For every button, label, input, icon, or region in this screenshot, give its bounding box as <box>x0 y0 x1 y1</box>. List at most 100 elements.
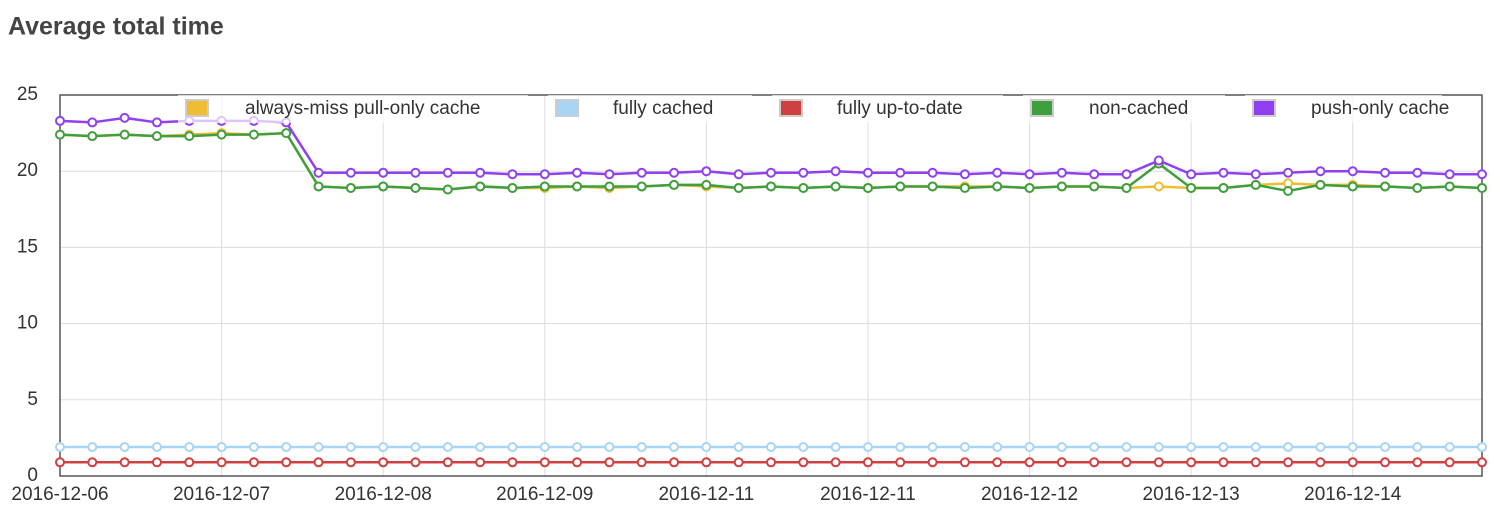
data-point <box>1153 155 1164 166</box>
data-point <box>1315 442 1326 453</box>
data-point <box>830 442 841 453</box>
data-point <box>539 442 550 453</box>
data-point <box>55 442 65 453</box>
data-point <box>1347 457 1358 468</box>
data-point <box>1444 457 1455 468</box>
data-point <box>507 182 518 193</box>
data-point <box>959 442 970 453</box>
data-point <box>216 442 227 453</box>
y-tick-label: 5 <box>27 389 38 410</box>
data-point <box>959 169 970 180</box>
data-point <box>798 182 809 193</box>
x-tick-label: 2016-12-09 <box>496 484 593 505</box>
data-point <box>572 457 583 468</box>
data-point <box>55 129 65 140</box>
data-point <box>1121 182 1132 193</box>
data-point <box>248 442 259 453</box>
data-point <box>1347 442 1358 453</box>
data-point <box>1380 457 1391 468</box>
data-point <box>184 457 195 468</box>
data-point <box>1477 169 1487 180</box>
data-point <box>862 457 873 468</box>
data-point <box>701 166 712 177</box>
data-point <box>1186 442 1197 453</box>
x-tick-label: 2016-12-07 <box>173 484 270 505</box>
data-point <box>345 442 356 453</box>
data-point <box>701 442 712 453</box>
data-point <box>992 457 1003 468</box>
data-point <box>895 457 906 468</box>
data-point <box>1121 442 1132 453</box>
data-point <box>87 117 98 128</box>
data-point <box>442 184 453 195</box>
data-point <box>1089 181 1100 192</box>
legend-backdrop <box>772 95 1003 123</box>
x-tick-label: 2016-12-13 <box>1143 484 1240 505</box>
x-tick-label: 2016-12-11 <box>820 484 916 505</box>
data-point <box>1250 442 1261 453</box>
data-point <box>539 457 550 468</box>
data-point <box>862 167 873 178</box>
x-tick-label: 2016-12-06 <box>11 484 108 505</box>
data-point <box>216 129 227 140</box>
data-point <box>1380 181 1391 192</box>
data-point <box>733 169 744 180</box>
data-point <box>798 457 809 468</box>
data-point <box>1121 169 1132 180</box>
data-point <box>378 457 389 468</box>
data-point <box>1283 186 1294 197</box>
data-point <box>830 457 841 468</box>
data-point <box>830 181 841 192</box>
legend-label: always-miss pull-only cache <box>245 98 480 119</box>
data-point <box>442 167 453 178</box>
data-point <box>927 457 938 468</box>
data-point <box>87 457 98 468</box>
data-point <box>959 457 970 468</box>
data-point <box>345 167 356 178</box>
data-point <box>410 182 421 193</box>
data-point <box>1024 442 1035 453</box>
data-point <box>733 457 744 468</box>
data-point <box>151 131 162 142</box>
data-point <box>1186 457 1197 468</box>
data-point <box>87 442 98 453</box>
legend-backdrop <box>1245 95 1442 123</box>
data-point <box>1283 442 1294 453</box>
y-tick-label: 25 <box>17 84 38 105</box>
data-point <box>766 181 776 192</box>
data-point <box>1153 457 1164 468</box>
legend-swatch <box>1030 99 1054 117</box>
chart-title: Average total time <box>8 13 224 41</box>
data-point <box>959 182 970 193</box>
data-point <box>669 179 680 190</box>
data-point <box>1444 169 1455 180</box>
data-point <box>766 167 776 178</box>
data-point <box>1024 182 1035 193</box>
data-point <box>1250 169 1261 180</box>
legend-label: push-only cache <box>1311 98 1449 119</box>
data-point <box>669 457 680 468</box>
data-point <box>184 131 195 142</box>
data-point <box>733 182 744 193</box>
data-point <box>475 167 486 178</box>
data-point <box>701 179 712 190</box>
data-point <box>1250 457 1261 468</box>
data-point <box>669 442 680 453</box>
data-point <box>313 167 324 178</box>
data-point <box>604 442 615 453</box>
data-point <box>248 129 259 140</box>
data-point <box>1380 167 1391 178</box>
data-point <box>507 169 518 180</box>
data-point <box>55 115 65 126</box>
data-point <box>1412 167 1423 178</box>
data-point <box>119 129 130 140</box>
data-point <box>766 442 776 453</box>
y-tick-label: 0 <box>27 465 38 486</box>
data-point <box>1089 169 1100 180</box>
data-point <box>410 442 421 453</box>
data-point <box>992 442 1003 453</box>
x-tick-label: 2016-12-14 <box>1304 484 1402 505</box>
data-point <box>345 182 356 193</box>
data-point <box>1056 442 1067 453</box>
